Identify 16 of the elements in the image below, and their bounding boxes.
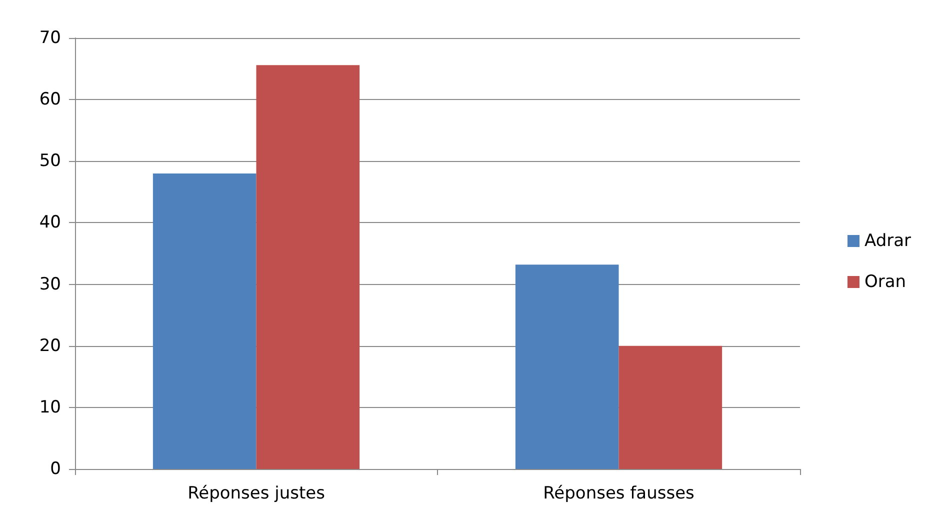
y-tick-label: 0 xyxy=(50,459,61,479)
y-tick-label: 30 xyxy=(39,274,61,294)
legend-label: Adrar xyxy=(864,231,912,251)
legend-label: Oran xyxy=(864,272,906,292)
bar xyxy=(152,173,256,469)
y-tick-label: 20 xyxy=(39,336,61,356)
bar xyxy=(515,264,619,469)
bar xyxy=(256,65,360,469)
y-tick-label: 50 xyxy=(39,151,61,172)
x-tick-label: Réponses fausses xyxy=(543,484,695,504)
bar xyxy=(618,346,722,469)
y-tick-label: 40 xyxy=(39,212,61,233)
y-tick-label: 70 xyxy=(39,28,61,48)
x-tick-label: Réponses justes xyxy=(188,484,326,504)
y-tick-label: 60 xyxy=(39,90,61,110)
y-tick-label: 10 xyxy=(39,397,61,418)
